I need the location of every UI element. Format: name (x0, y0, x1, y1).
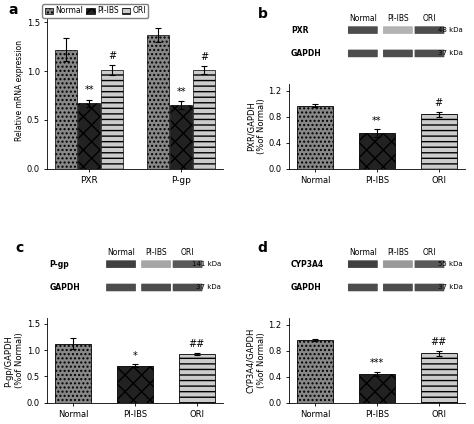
Text: PI-IBS: PI-IBS (145, 248, 167, 257)
Text: 37 kDa: 37 kDa (438, 285, 463, 290)
Text: GAPDH: GAPDH (291, 49, 322, 58)
FancyBboxPatch shape (106, 284, 136, 291)
FancyBboxPatch shape (348, 50, 378, 57)
Bar (170, 106, 191, 169)
Text: ##: ## (189, 339, 205, 349)
Text: c: c (16, 241, 24, 255)
Bar (421, 114, 456, 169)
Text: b: b (258, 7, 268, 21)
Text: 55 kDa: 55 kDa (438, 261, 463, 267)
FancyBboxPatch shape (106, 260, 136, 268)
Text: P-gp: P-gp (49, 259, 69, 269)
Text: CYP3A4: CYP3A4 (291, 259, 324, 269)
Text: GAPDH: GAPDH (291, 283, 322, 292)
Y-axis label: P-gp/GAPDH
(%of Normal): P-gp/GAPDH (%of Normal) (4, 333, 24, 388)
Text: PXR: PXR (291, 25, 309, 35)
Text: 48 kDa: 48 kDa (438, 27, 463, 33)
FancyBboxPatch shape (415, 284, 444, 291)
FancyBboxPatch shape (383, 284, 413, 291)
FancyBboxPatch shape (383, 26, 413, 34)
FancyBboxPatch shape (348, 260, 378, 268)
Bar (55, 50, 77, 169)
FancyBboxPatch shape (415, 260, 444, 268)
Bar (147, 35, 169, 169)
Text: ORI: ORI (423, 14, 436, 23)
Bar (297, 340, 333, 403)
Text: 141 kDa: 141 kDa (191, 261, 221, 267)
FancyBboxPatch shape (415, 26, 444, 34)
Text: PI-IBS: PI-IBS (387, 248, 409, 257)
Bar (297, 106, 333, 169)
FancyBboxPatch shape (383, 260, 413, 268)
Text: 37 kDa: 37 kDa (438, 50, 463, 56)
Text: ***: *** (370, 358, 384, 368)
Y-axis label: Relative mRNA expression: Relative mRNA expression (15, 40, 24, 141)
Bar (55, 344, 91, 403)
Text: #: # (108, 51, 116, 61)
FancyBboxPatch shape (141, 260, 171, 268)
Text: ##: ## (430, 338, 447, 348)
FancyBboxPatch shape (415, 50, 444, 57)
Text: Normal: Normal (349, 248, 377, 257)
FancyBboxPatch shape (348, 26, 378, 34)
Text: 37 kDa: 37 kDa (196, 285, 221, 290)
Legend: Normal, PI-IBS, ORI: Normal, PI-IBS, ORI (43, 4, 148, 18)
Text: *: * (133, 351, 137, 361)
Y-axis label: PXR/GAPDH
(%of Normal): PXR/GAPDH (%of Normal) (246, 99, 265, 154)
Bar (117, 366, 153, 403)
Text: ORI: ORI (423, 248, 436, 257)
Text: **: ** (176, 86, 186, 97)
Text: d: d (258, 241, 268, 255)
Bar (359, 374, 395, 403)
Text: ORI: ORI (181, 248, 194, 257)
Text: **: ** (372, 116, 382, 126)
FancyBboxPatch shape (348, 284, 378, 291)
Text: **: ** (84, 85, 94, 95)
Y-axis label: CYP3A4/GAPDH
(%of Normal): CYP3A4/GAPDH (%of Normal) (246, 328, 265, 393)
Text: Normal: Normal (107, 248, 135, 257)
Bar (359, 133, 395, 169)
Text: PI-IBS: PI-IBS (387, 14, 409, 23)
Text: GAPDH: GAPDH (49, 283, 80, 292)
Bar (78, 103, 100, 169)
Text: #: # (200, 53, 208, 62)
FancyBboxPatch shape (173, 260, 202, 268)
FancyBboxPatch shape (141, 284, 171, 291)
FancyBboxPatch shape (383, 50, 413, 57)
Bar (101, 70, 123, 169)
Bar (179, 354, 215, 403)
FancyBboxPatch shape (173, 284, 202, 291)
Text: a: a (9, 3, 18, 17)
Text: Normal: Normal (349, 14, 377, 23)
Text: #: # (435, 98, 443, 108)
Bar (193, 70, 215, 169)
Bar (421, 354, 456, 403)
